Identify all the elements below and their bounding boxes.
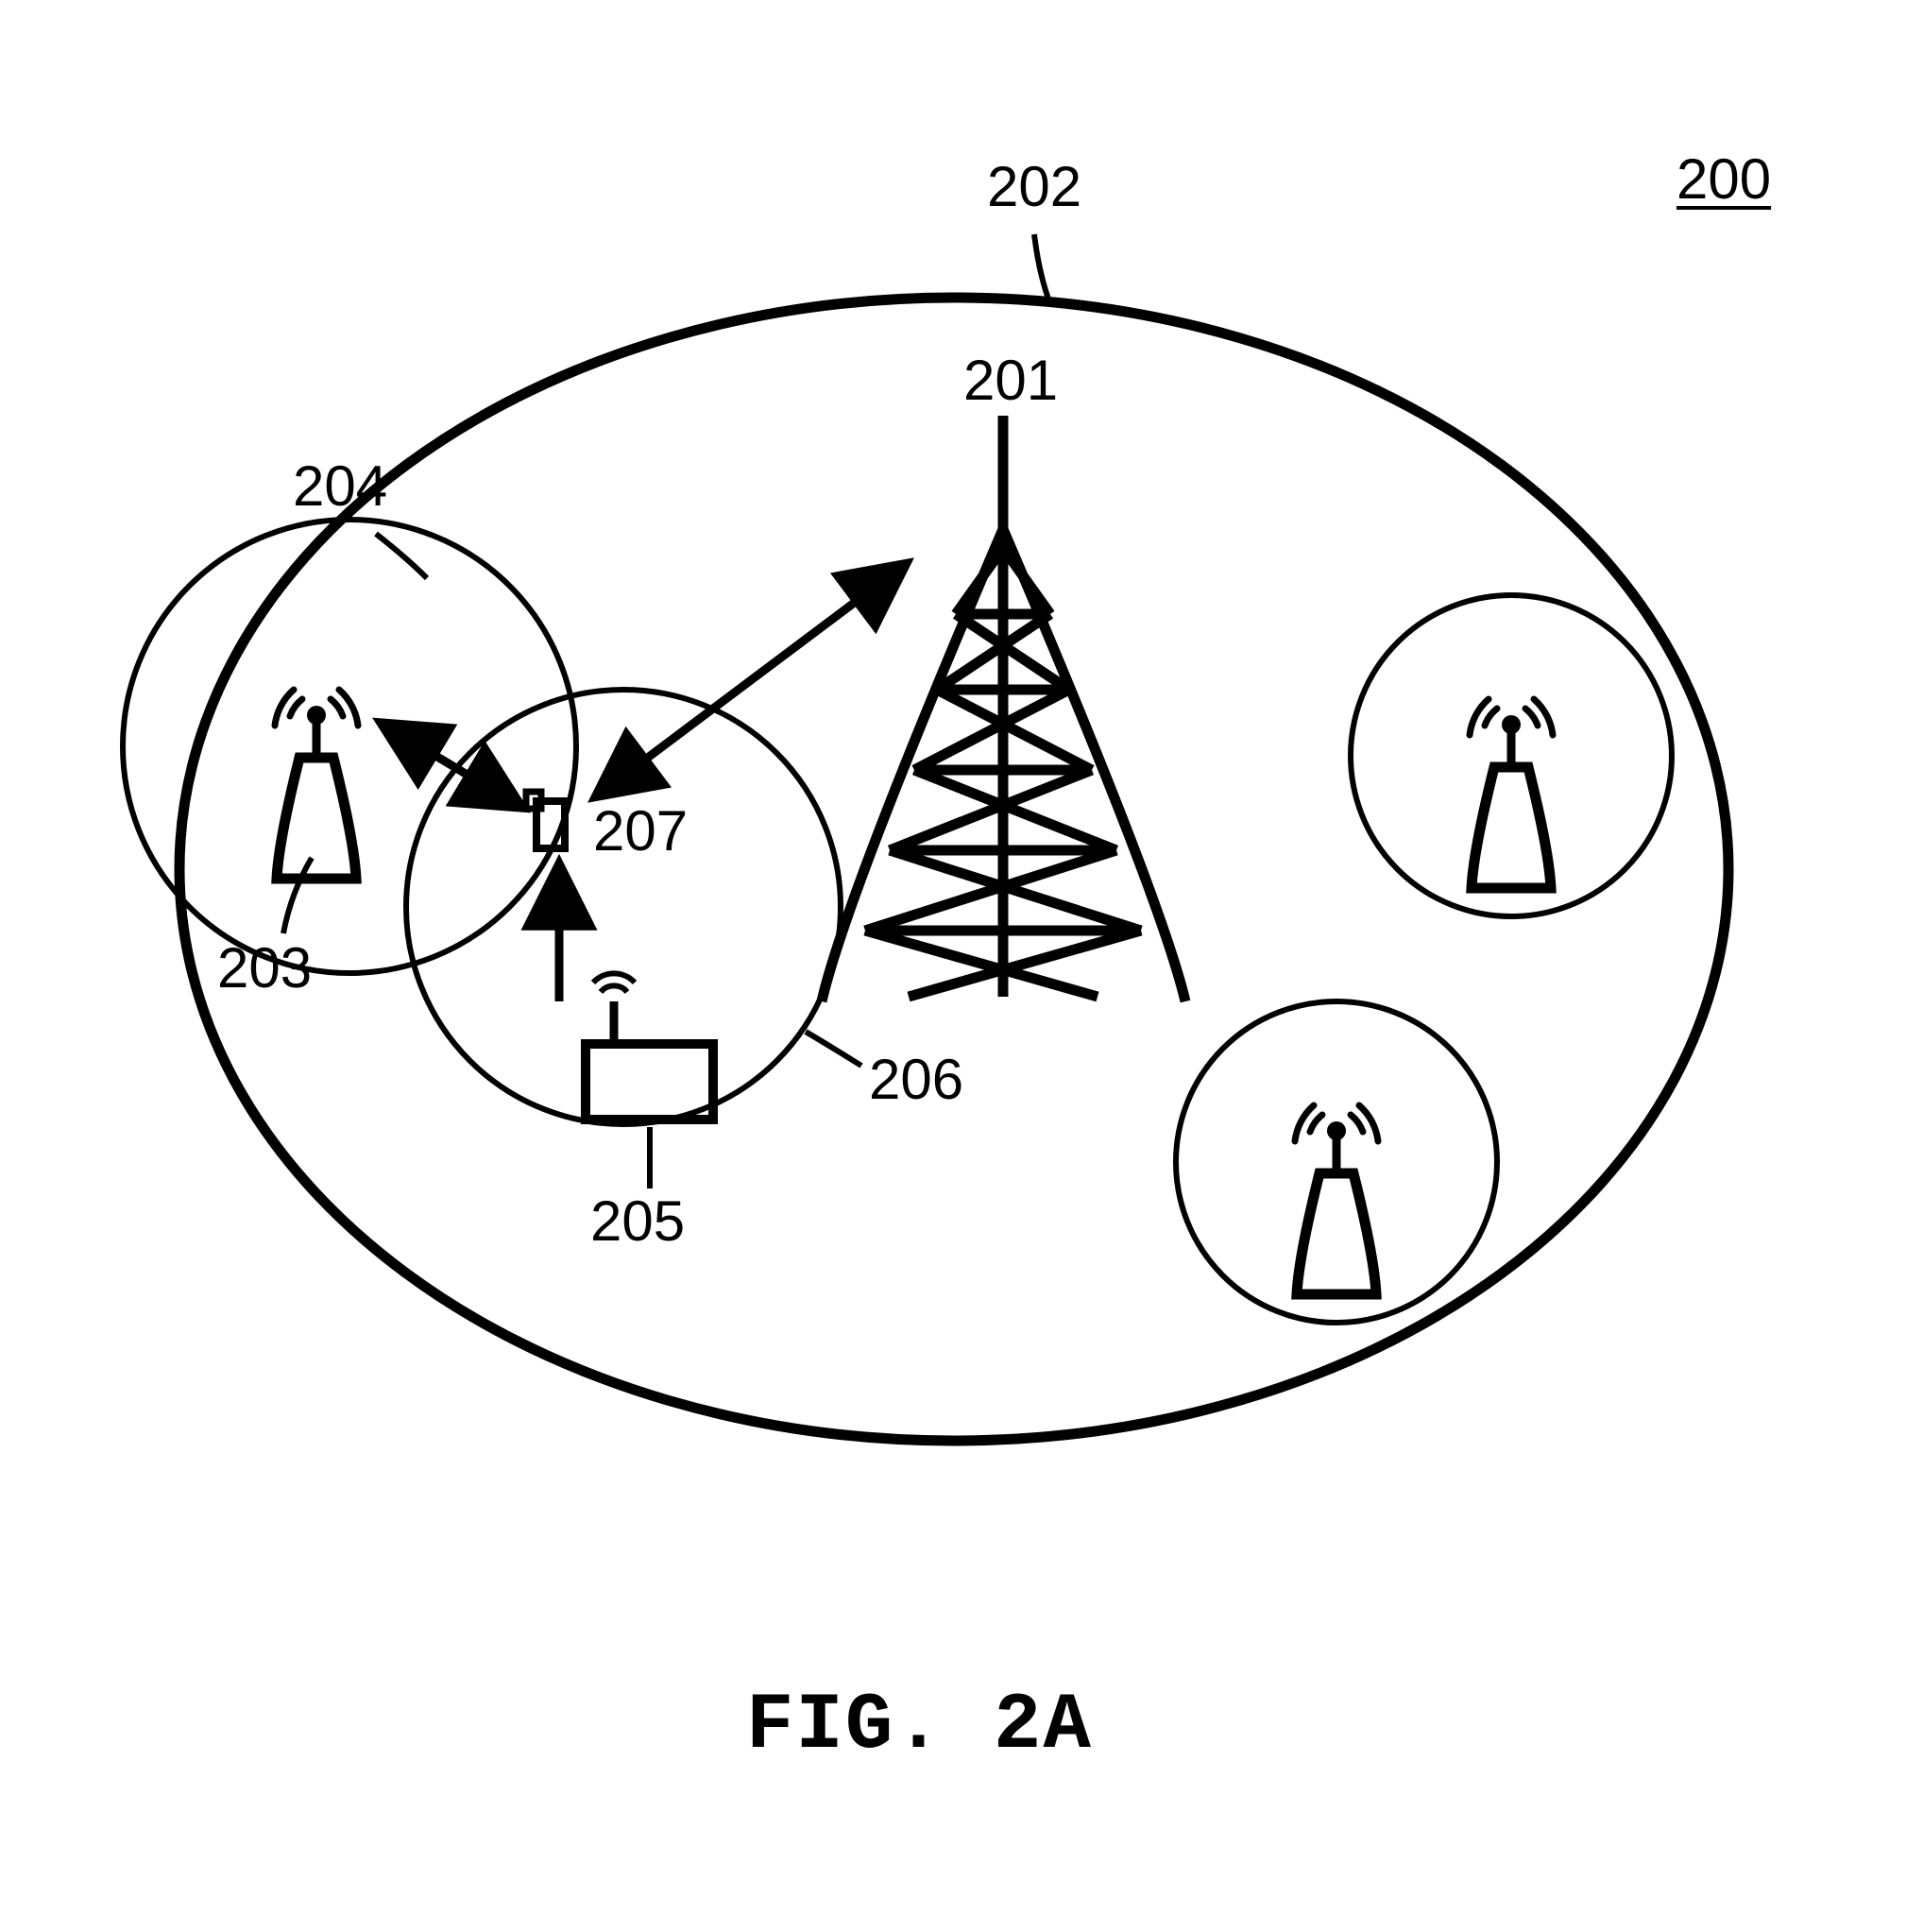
leader-202 <box>1034 234 1050 304</box>
leader-204 <box>376 534 427 578</box>
figure-caption: FIG. 2A <box>746 1682 1093 1771</box>
ref-207: 207 <box>593 798 688 863</box>
figure-stage: 200 202 201 204 203 207 206 205 FIG. 2A <box>0 0 1906 1932</box>
leader-206 <box>806 1032 861 1066</box>
small-bs-rt-icon <box>1470 699 1553 888</box>
wifi-ap-icon <box>586 973 713 1120</box>
small-cell-204 <box>123 520 576 973</box>
small-bs-rb-icon <box>1295 1105 1378 1294</box>
ref-205: 205 <box>590 1188 685 1254</box>
ref-202: 202 <box>987 154 1081 219</box>
ref-204: 204 <box>293 453 387 519</box>
ref-203: 203 <box>217 935 312 1000</box>
small-cell-206 <box>406 690 841 1124</box>
ref-200: 200 <box>1676 146 1771 212</box>
small-bs-203-icon <box>275 690 358 879</box>
arrow-ue-tower <box>600 567 902 794</box>
ref-201: 201 <box>963 348 1058 413</box>
arrow-ue-203 <box>385 726 518 805</box>
ref-206: 206 <box>869 1047 963 1112</box>
leader-203 <box>283 858 312 933</box>
